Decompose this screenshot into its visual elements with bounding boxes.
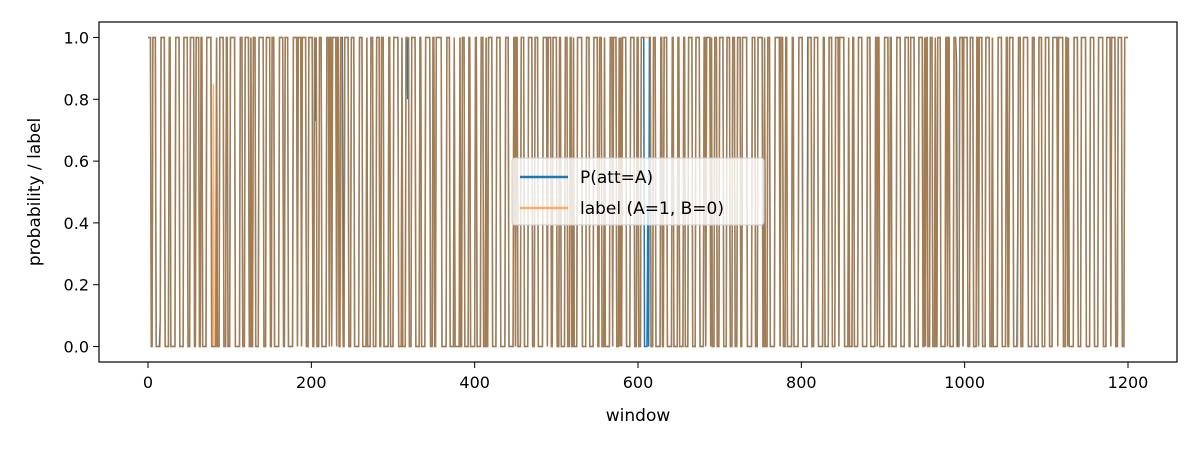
x-tick-label: 200 — [296, 373, 327, 392]
x-axis-label: window — [606, 406, 671, 426]
y-axis: 0.0 0.2 0.4 0.6 0.8 1.0 — [64, 28, 99, 357]
x-axis: 0 200 400 600 800 1000 1200 — [143, 362, 1148, 392]
x-tick-label: 1000 — [944, 373, 985, 392]
y-tick-label: 0.6 — [64, 152, 89, 171]
legend-label-label: label (A=1, B=0) — [580, 199, 724, 219]
x-tick-label: 800 — [786, 373, 817, 392]
y-tick-label: 0.8 — [64, 90, 89, 109]
y-tick-label: 1.0 — [64, 28, 89, 47]
y-axis-label: probability / label — [25, 118, 45, 266]
legend-label-p-att-a: P(att=A) — [580, 168, 653, 188]
series-line-label — [148, 36, 1128, 348]
series-layer — [148, 36, 1128, 348]
legend: P(att=A) label (A=1, B=0) — [511, 157, 765, 226]
x-tick-label: 400 — [459, 373, 490, 392]
y-tick-label: 0.0 — [64, 338, 89, 357]
legend-box — [511, 157, 765, 226]
y-tick-label: 0.2 — [64, 276, 89, 295]
x-tick-label: 0 — [143, 373, 153, 392]
x-tick-label: 600 — [623, 373, 654, 392]
y-tick-label: 0.4 — [64, 214, 89, 233]
x-tick-label: 1200 — [1108, 373, 1149, 392]
